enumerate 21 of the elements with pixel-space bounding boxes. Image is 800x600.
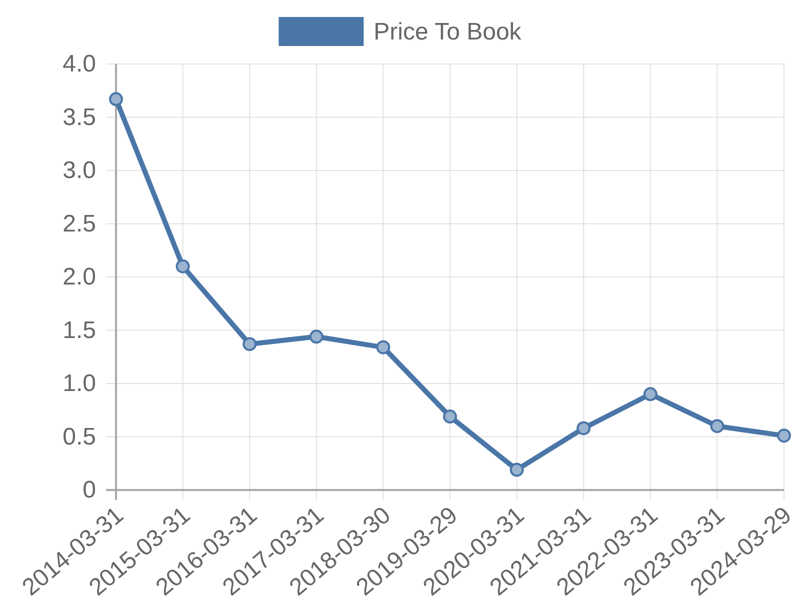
point: [710, 419, 724, 434]
y-tick-label: 1.0: [62, 370, 96, 397]
point: [242, 337, 257, 352]
point: [643, 387, 658, 402]
y-tick-label: 0.5: [62, 423, 96, 450]
point: [109, 92, 123, 106]
point: [443, 410, 457, 424]
y-tick-label: 1.5: [62, 316, 96, 344]
legend-label: Price To Book: [374, 18, 522, 46]
y-tick-label: 3.0: [62, 157, 96, 184]
y-tick-label: 2.0: [62, 264, 96, 290]
y-tick-label: 0: [82, 476, 96, 504]
point: [777, 428, 791, 443]
point: [309, 330, 324, 344]
y-tick-label: 4.0: [62, 50, 96, 78]
point: [176, 259, 190, 274]
point: [576, 421, 591, 436]
y-tick-label: 2.5: [62, 210, 96, 238]
point: [510, 462, 524, 477]
y-tick-label: 3.5: [62, 104, 96, 131]
point: [376, 340, 390, 354]
